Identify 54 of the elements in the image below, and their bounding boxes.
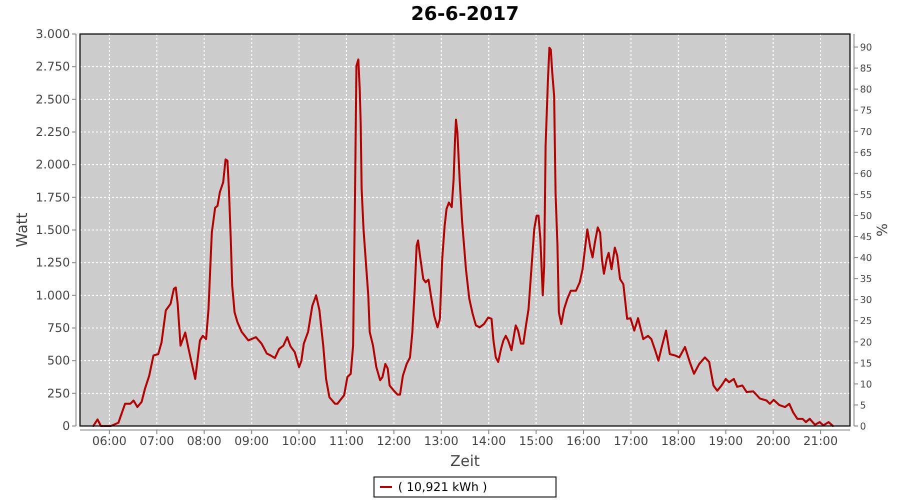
y2-tick-label: 40 [860, 253, 872, 264]
y2-tick-label: 80 [860, 84, 872, 96]
x-tick-label: 09:00 [234, 434, 269, 448]
x-tick-label: 11:00 [329, 434, 364, 448]
line-series [92, 46, 834, 427]
y2-tick-label: 45 [860, 232, 872, 244]
y-tick-label: 250 [47, 386, 70, 400]
x-tick-label: 12:00 [376, 434, 412, 448]
x-tick-label: 20:00 [756, 434, 790, 448]
y2-tick-label: 5 [860, 400, 866, 412]
y-tick-label: 1.750 [36, 190, 70, 204]
y-tick-label: 0 [62, 419, 70, 433]
x-axis-title: Zeit [450, 452, 480, 470]
x-tick-label: 08:00 [186, 434, 222, 448]
y-axis-title: Watt [13, 212, 31, 248]
y-tick-label: 2.250 [36, 125, 70, 139]
y2-tick-label: 0 [860, 422, 866, 432]
x-tick-label: 16:00 [566, 434, 601, 448]
y-tick-label: 2.500 [36, 92, 70, 106]
y2-tick-label: 70 [860, 126, 872, 138]
x-tick-label: 10:00 [282, 434, 316, 448]
legend-label: ( 10,921 kWh ) [398, 480, 488, 494]
y2-tick-label: 10 [860, 379, 872, 390]
x-tick-label: 21:00 [803, 434, 838, 448]
y2-tick-label: 60 [860, 168, 872, 180]
y2-tick-label: 75 [860, 106, 872, 117]
y-tick-label: 500 [47, 354, 70, 368]
y2-tick-label: 35 [860, 274, 872, 286]
y-tick-label: 3.000 [36, 27, 70, 41]
x-tick-label: 06:00 [92, 434, 127, 448]
y2-tick-label: 20 [860, 337, 872, 348]
y2-tick-label: 65 [860, 148, 872, 159]
x-tick-label: 14:00 [471, 434, 506, 448]
y-tick-label: 1.500 [36, 223, 70, 237]
x-tick-label: 13:00 [424, 434, 459, 448]
y2-tick-label: 55 [860, 190, 872, 201]
y-tick-label: 750 [47, 321, 70, 335]
y2-axis-title: % [875, 223, 891, 237]
y2-tick-label: 90 [860, 42, 872, 54]
x-tick-label: 18:00 [661, 434, 696, 448]
x-tick-label: 17:00 [614, 434, 648, 448]
x-tick-label: 19:00 [708, 434, 744, 448]
y2-tick-label: 25 [860, 316, 872, 328]
y-tick-label: 2.000 [36, 158, 70, 172]
x-tick-label: 07:00 [140, 434, 174, 448]
y-tick-label: 1.000 [36, 288, 70, 302]
y2-tick-label: 85 [860, 64, 872, 75]
y2-tick-label: 15 [860, 358, 872, 370]
y-tick-label: 1.250 [36, 256, 70, 270]
y-tick-label: 2.750 [36, 60, 70, 74]
y2-tick-label: 50 [860, 210, 872, 222]
chart-title: 26-6-2017 [410, 3, 520, 25]
y2-tick-label: 30 [860, 295, 872, 306]
x-tick-label: 15:00 [518, 434, 554, 448]
